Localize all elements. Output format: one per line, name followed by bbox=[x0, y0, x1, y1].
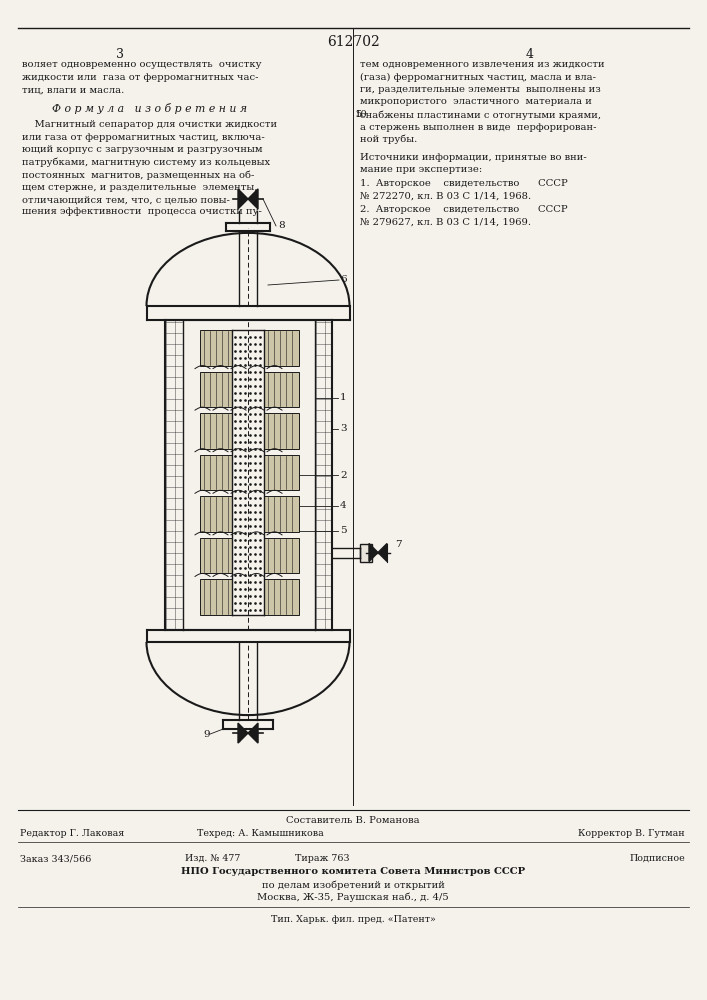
Bar bbox=[200, 538, 232, 573]
Text: 7: 7 bbox=[395, 540, 402, 549]
Bar bbox=[200, 496, 232, 532]
Text: или газа от ферромагнитных частиц, включа-: или газа от ферромагнитных частиц, включ… bbox=[22, 132, 264, 141]
Text: 2: 2 bbox=[340, 471, 346, 480]
Bar bbox=[200, 579, 232, 615]
Text: 4: 4 bbox=[340, 502, 346, 510]
Text: НПО Государственного комитета Совета Министров СССР: НПО Государственного комитета Совета Мин… bbox=[181, 867, 525, 876]
Text: № 272270, кл. В 03 С 1/14, 1968.: № 272270, кл. В 03 С 1/14, 1968. bbox=[360, 192, 531, 201]
Text: шения эффективности  процесса очистки пу-: шения эффективности процесса очистки пу- bbox=[22, 208, 262, 217]
Bar bbox=[200, 413, 232, 449]
Text: Заказ 343/566: Заказ 343/566 bbox=[20, 854, 91, 863]
Text: Редактор Г. Лаковая: Редактор Г. Лаковая bbox=[20, 829, 124, 838]
Bar bbox=[264, 455, 299, 490]
Text: Москва, Ж-35, Раушская наб., д. 4/5: Москва, Ж-35, Раушская наб., д. 4/5 bbox=[257, 893, 449, 902]
Text: 2.  Авторское    свидетельство      СССР: 2. Авторское свидетельство СССР bbox=[360, 206, 568, 215]
Text: 1.  Авторское    свидетельство      СССР: 1. Авторское свидетельство СССР bbox=[360, 180, 568, 188]
Text: 5: 5 bbox=[340, 526, 346, 535]
Text: микропористого  эластичного  материала и: микропористого эластичного материала и bbox=[360, 98, 592, 106]
Text: 3: 3 bbox=[340, 424, 346, 433]
Text: по делам изобретений и открытий: по делам изобретений и открытий bbox=[262, 880, 445, 890]
Text: мание при экспертизе:: мание при экспертизе: bbox=[360, 165, 482, 174]
Text: 3: 3 bbox=[116, 48, 124, 61]
Polygon shape bbox=[248, 723, 258, 743]
Polygon shape bbox=[248, 189, 258, 209]
Bar bbox=[264, 538, 299, 573]
Bar bbox=[264, 413, 299, 449]
Text: снабжены пластинами с отогнутыми краями,: снабжены пластинами с отогнутыми краями, bbox=[360, 110, 601, 119]
Bar bbox=[200, 455, 232, 490]
Text: № 279627, кл. В 03 С 1/14, 1969.: № 279627, кл. В 03 С 1/14, 1969. bbox=[360, 218, 531, 227]
Text: постоянных  магнитов, размещенных на об-: постоянных магнитов, размещенных на об- bbox=[22, 170, 255, 180]
Text: Корректор В. Гутман: Корректор В. Гутман bbox=[578, 829, 685, 838]
Text: 1: 1 bbox=[340, 393, 346, 402]
Text: отличающийся тем, что, с целью повы-: отличающийся тем, что, с целью повы- bbox=[22, 195, 230, 204]
Text: Составитель В. Романова: Составитель В. Романова bbox=[286, 816, 420, 825]
Polygon shape bbox=[369, 544, 378, 562]
Text: 10: 10 bbox=[355, 110, 368, 119]
Bar bbox=[264, 496, 299, 532]
Text: Подписное: Подписное bbox=[629, 854, 685, 863]
Text: тем одновременного извлечения из жидкости: тем одновременного извлечения из жидкост… bbox=[360, 60, 604, 69]
Text: 4: 4 bbox=[526, 48, 534, 61]
Text: 6: 6 bbox=[340, 275, 346, 284]
Text: Тираж 763: Тираж 763 bbox=[295, 854, 350, 863]
Text: 9: 9 bbox=[203, 730, 209, 739]
Polygon shape bbox=[238, 723, 248, 743]
Text: ги, разделительные элементы  выполнены из: ги, разделительные элементы выполнены из bbox=[360, 85, 601, 94]
Text: жидкости или  газа от ферромагнитных час-: жидкости или газа от ферромагнитных час- bbox=[22, 73, 259, 82]
Text: (газа) ферромагнитных частиц, масла и вла-: (газа) ферромагнитных частиц, масла и вл… bbox=[360, 73, 596, 82]
Text: тиц, влаги и масла.: тиц, влаги и масла. bbox=[22, 85, 124, 94]
Text: Магнитный сепаратор для очистки жидкости: Магнитный сепаратор для очистки жидкости bbox=[22, 120, 277, 129]
Bar bbox=[200, 372, 232, 407]
Bar bbox=[200, 330, 232, 366]
Bar bbox=[360, 544, 372, 562]
Text: Изд. № 477: Изд. № 477 bbox=[185, 854, 240, 863]
Bar bbox=[264, 579, 299, 615]
Text: Ф о р м у л а   и з о б р е т е н и я: Ф о р м у л а и з о б р е т е н и я bbox=[52, 104, 247, 114]
Text: а стержень выполнен в виде  перфорирован-: а стержень выполнен в виде перфорирован- bbox=[360, 122, 597, 131]
Text: Техред: А. Камышникова: Техред: А. Камышникова bbox=[197, 829, 323, 838]
Text: 5: 5 bbox=[355, 110, 361, 119]
Text: Тип. Харьк. фил. пред. «Патент»: Тип. Харьк. фил. пред. «Патент» bbox=[271, 915, 436, 924]
Polygon shape bbox=[238, 189, 248, 209]
Bar bbox=[264, 372, 299, 407]
Text: 8: 8 bbox=[278, 221, 285, 230]
Text: ной трубы.: ной трубы. bbox=[360, 135, 417, 144]
Bar bbox=[264, 330, 299, 366]
Text: щем стержне, и разделительные  элементы,: щем стержне, и разделительные элементы, bbox=[22, 182, 257, 192]
Text: патрубками, магнитную систему из кольцевых: патрубками, магнитную систему из кольцев… bbox=[22, 157, 270, 167]
Text: Источники информации, принятые во вни-: Источники информации, принятые во вни- bbox=[360, 152, 587, 161]
Text: 612702: 612702 bbox=[327, 35, 380, 49]
Polygon shape bbox=[378, 544, 387, 562]
Text: воляет одновременно осуществлять  очистку: воляет одновременно осуществлять очистку bbox=[22, 60, 262, 69]
Text: ющий корпус с загрузочным и разгрузочным: ющий корпус с загрузочным и разгрузочным bbox=[22, 145, 262, 154]
